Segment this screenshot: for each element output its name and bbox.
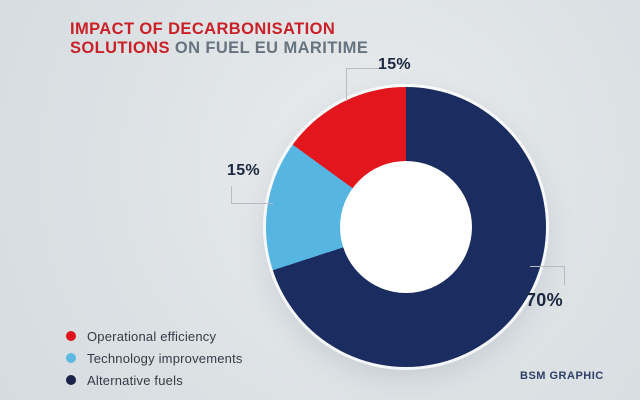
title-line-2-gray: ON FUEL EU MARITIME	[169, 39, 369, 57]
legend-item-operational-efficiency: Operational efficiency	[66, 325, 243, 347]
credit-text: BSM GRAPHIC	[520, 370, 604, 382]
page-title: IMPACT OF DECARBONISATION SOLUTIONS ON F…	[70, 20, 368, 58]
legend-label-alternative-fuels: Alternative fuels	[87, 372, 183, 388]
donut-chart	[266, 87, 546, 367]
legend-label-technology-improvements: Technology improvements	[87, 350, 243, 366]
pct-label-alternative-fuels: 70%	[526, 290, 563, 310]
legend-dot-alternative-fuels	[66, 375, 76, 385]
legend-dot-technology-improvements	[66, 353, 76, 363]
legend-item-technology-improvements: Technology improvements	[66, 347, 243, 369]
title-line-2-red: SOLUTIONS	[70, 39, 170, 57]
title-line-1: IMPACT OF DECARBONISATION	[70, 20, 336, 38]
title-line-2: SOLUTIONS ON FUEL EU MARITIME	[70, 39, 368, 58]
pct-label-operational-efficiency: 15%	[378, 56, 411, 73]
legend-label-operational-efficiency: Operational efficiency	[87, 328, 217, 344]
legend-item-alternative-fuels: Alternative fuels	[66, 369, 243, 391]
callout-line-technology-improvements	[231, 186, 273, 204]
callout-line-operational-efficiency	[346, 68, 379, 101]
donut-hole	[340, 161, 472, 293]
legend: Operational efficiency Technology improv…	[66, 325, 243, 391]
legend-dot-operational-efficiency	[66, 331, 76, 341]
callout-line-alternative-fuels	[530, 266, 565, 285]
pct-label-technology-improvements: 15%	[227, 162, 260, 179]
